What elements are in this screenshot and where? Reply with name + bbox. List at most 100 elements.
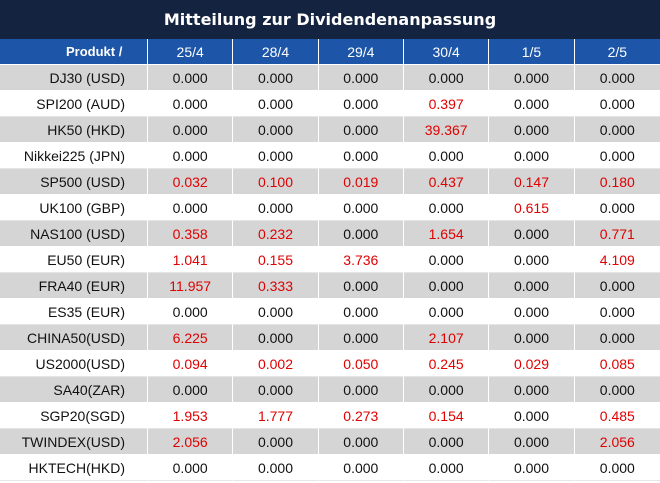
dividend-value: 0.000: [233, 455, 319, 481]
dividend-value: 0.000: [318, 91, 404, 117]
dividend-value: 0.002: [233, 351, 319, 377]
dividend-value: 0.000: [318, 117, 404, 143]
column-header-product: Produkt /: [0, 39, 148, 65]
product-name: SPI200 (AUD): [0, 91, 148, 117]
product-name: CHINA50(USD): [0, 325, 148, 351]
dividend-value: 0.333: [233, 273, 319, 299]
table-row: NAS100 (USD) 0.358 0.232 0.000 1.654 0.000 0.7…: [0, 221, 660, 247]
dividend-value: 0.000: [574, 195, 660, 221]
dividend-value: 0.000: [489, 221, 575, 247]
dividend-value: 0.000: [403, 273, 490, 299]
dividend-value: 0.000: [403, 455, 490, 481]
dividend-value: 0.245: [403, 351, 490, 377]
dividend-value: 0.000: [574, 377, 660, 403]
product-name: EU50 (EUR): [0, 247, 148, 273]
dividend-value: 0.000: [489, 377, 575, 403]
product-name: US2000(USD): [0, 351, 148, 377]
dividend-value: 0.180: [574, 169, 660, 195]
dividend-value: 0.000: [318, 195, 404, 221]
table-row: HKTECH(HKD) 0.000 0.000 0.000 0.000 0.000 0.00…: [0, 455, 660, 481]
column-header-date: 29/4: [318, 39, 404, 65]
dividend-value: 0.155: [233, 247, 319, 273]
dividend-value: 0.000: [403, 195, 490, 221]
dividend-value: 3.736: [318, 247, 404, 273]
table-row: FRA40 (EUR) 11.957 0.333 0.000 0.000 0.000 0.0…: [0, 273, 660, 299]
dividend-value: 0.358: [148, 221, 234, 247]
dividend-value: 0.000: [233, 299, 319, 325]
table-row: US2000(USD) 0.094 0.002 0.050 0.245 0.029 0.08…: [0, 351, 660, 377]
dividend-value: 0.000: [574, 65, 660, 91]
product-name: SA40(ZAR): [0, 377, 148, 403]
table-row: SA40(ZAR) 0.000 0.000 0.000 0.000 0.000 0.000: [0, 377, 660, 403]
dividend-value: 0.437: [403, 169, 490, 195]
dividend-value: 0.000: [574, 91, 660, 117]
dividend-value: 0.000: [318, 143, 404, 169]
table-row: HK50 (HKD) 0.000 0.000 0.000 39.367 0.000 0.00…: [0, 117, 660, 143]
product-name: UK100 (GBP): [0, 195, 148, 221]
column-header-date: 2/5: [574, 39, 660, 65]
dividend-value: 0.000: [574, 325, 660, 351]
dividend-value: 0.085: [574, 351, 660, 377]
dividend-value: 0.000: [318, 377, 404, 403]
product-name: DJ30 (USD): [0, 65, 148, 91]
dividend-value: 0.000: [148, 377, 234, 403]
dividend-value: 1.654: [403, 221, 490, 247]
dividend-value: 2.056: [148, 429, 234, 455]
column-header-date: 30/4: [403, 39, 490, 65]
dividend-value: 0.032: [148, 169, 234, 195]
dividend-value: 0.000: [233, 143, 319, 169]
table-row: EU50 (EUR) 1.041 0.155 3.736 0.000 0.000 4.109: [0, 247, 660, 273]
dividend-value: 0.485: [574, 403, 660, 429]
dividend-value: 0.000: [489, 429, 575, 455]
dividend-value: 0.000: [233, 429, 319, 455]
dividend-value: 0.000: [233, 325, 319, 351]
dividend-value: 0.000: [148, 299, 234, 325]
dividend-value: 0.000: [233, 195, 319, 221]
dividend-value: 0.000: [489, 325, 575, 351]
dividend-value: 0.000: [318, 455, 404, 481]
column-header-date: 28/4: [233, 39, 319, 65]
dividend-value: 0.000: [403, 143, 490, 169]
page-title: Mitteilung zur Dividendenanpassung: [0, 0, 660, 39]
product-name: TWINDEX(USD): [0, 429, 148, 455]
dividend-value: 0.000: [403, 247, 490, 273]
dividend-value: 0.000: [403, 429, 490, 455]
column-header-date: 1/5: [489, 39, 575, 65]
table-row: SGP20(SGD) 1.953 1.777 0.273 0.154 0.000 0.485: [0, 403, 660, 429]
dividend-value: 0.771: [574, 221, 660, 247]
dividend-value: 0.000: [148, 143, 234, 169]
product-name: FRA40 (EUR): [0, 273, 148, 299]
dividend-value: 0.000: [574, 117, 660, 143]
dividend-value: 0.000: [403, 377, 490, 403]
dividend-value: 0.000: [318, 325, 404, 351]
table-body: DJ30 (USD) 0.000 0.000 0.000 0.000 0.000 0.000…: [0, 65, 660, 481]
table-row: SP500 (USD) 0.032 0.100 0.019 0.437 0.147 0.18…: [0, 169, 660, 195]
dividend-value: 0.000: [233, 91, 319, 117]
dividend-value: 11.957: [148, 273, 234, 299]
dividend-value: 0.000: [489, 403, 575, 429]
dividend-value: 39.367: [403, 117, 490, 143]
dividend-value: 1.041: [148, 247, 234, 273]
dividend-value: 0.000: [403, 299, 490, 325]
dividend-value: 4.109: [574, 247, 660, 273]
dividend-value: 0.615: [489, 195, 575, 221]
dividend-value: 0.000: [233, 117, 319, 143]
dividend-value: 0.000: [233, 65, 319, 91]
dividend-value: 2.107: [403, 325, 490, 351]
dividend-value: 0.000: [489, 299, 575, 325]
dividend-value: 0.000: [574, 299, 660, 325]
dividend-value: 0.000: [233, 377, 319, 403]
table-row: DJ30 (USD) 0.000 0.000 0.000 0.000 0.000 0.000: [0, 65, 660, 91]
dividend-value: 0.000: [574, 273, 660, 299]
column-header-date: 25/4: [148, 39, 234, 65]
dividend-value: 0.000: [489, 247, 575, 273]
dividend-value: 0.094: [148, 351, 234, 377]
product-name: ES35 (EUR): [0, 299, 148, 325]
dividend-value: 0.154: [403, 403, 490, 429]
dividend-value: 0.000: [489, 91, 575, 117]
dividend-value: 0.232: [233, 221, 319, 247]
product-name: Nikkei225 (JPN): [0, 143, 148, 169]
table-row: UK100 (GBP) 0.000 0.000 0.000 0.000 0.615 0.00…: [0, 195, 660, 221]
dividend-value: 0.000: [489, 117, 575, 143]
